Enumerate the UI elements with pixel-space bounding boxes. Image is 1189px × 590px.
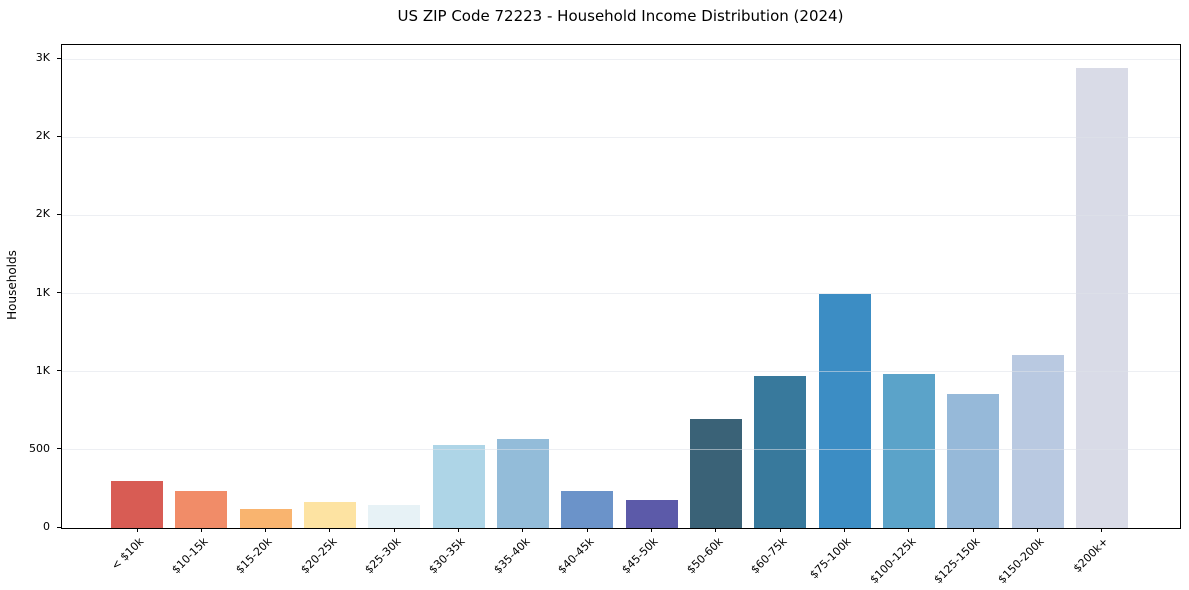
y-tick-label: 1K bbox=[35, 363, 50, 377]
y-tick-mark bbox=[57, 448, 61, 450]
y-tick-mark bbox=[57, 213, 61, 215]
x-tick-label: $30-35k bbox=[426, 535, 468, 577]
x-tick-label: $50-60k bbox=[683, 535, 726, 577]
bar bbox=[1075, 68, 1128, 528]
bar bbox=[368, 505, 421, 528]
gridline bbox=[62, 58, 1180, 60]
y-tick-label: 1K bbox=[35, 285, 50, 299]
y-tick-mark bbox=[57, 526, 61, 528]
x-tick-label: $60-75k bbox=[748, 535, 790, 577]
x-tick-mark bbox=[522, 528, 524, 532]
x-tick-label: $200k+ bbox=[1071, 535, 1112, 576]
y-tick-label: 0 bbox=[43, 520, 50, 533]
y-tick-mark bbox=[57, 135, 61, 137]
bar bbox=[625, 499, 678, 528]
x-tick-mark bbox=[844, 528, 846, 532]
bar bbox=[432, 445, 485, 528]
gridline bbox=[62, 214, 1180, 216]
x-tick-label: $35-40k bbox=[490, 535, 533, 577]
bar bbox=[689, 419, 742, 528]
bar bbox=[754, 375, 807, 528]
x-tick-label: $25-30k bbox=[362, 535, 404, 577]
bar bbox=[947, 394, 1000, 528]
gridline bbox=[62, 449, 1180, 451]
x-tick-mark bbox=[1101, 528, 1103, 532]
y-axis: 0 500 1K 1K 2K 2K 3K bbox=[0, 44, 61, 533]
x-tick-label: $10-15k bbox=[169, 535, 211, 577]
bar bbox=[239, 509, 292, 528]
x-tick-label: $125-150k bbox=[931, 535, 983, 587]
x-tick-mark bbox=[651, 528, 653, 532]
bar bbox=[818, 294, 871, 528]
x-axis: < $10k $10-15k $15-20k $20-25k $25-30k $30-35… bbox=[62, 528, 1180, 590]
x-tick-label: $150-200k bbox=[995, 535, 1047, 587]
x-tick-mark bbox=[779, 528, 781, 532]
x-tick-label: $100-125k bbox=[867, 535, 919, 587]
bar bbox=[111, 481, 163, 528]
y-tick-label: 3K bbox=[35, 51, 50, 65]
y-tick-label: 500 bbox=[29, 441, 50, 455]
bar bbox=[496, 438, 549, 528]
x-tick-mark bbox=[393, 528, 395, 532]
chart-title: US ZIP Code 72223 - Household Income Dis… bbox=[397, 7, 844, 25]
x-tick-mark bbox=[1037, 528, 1039, 532]
x-tick-mark bbox=[329, 528, 331, 532]
x-tick-label: < $10k bbox=[108, 535, 147, 573]
y-tick-mark bbox=[57, 292, 61, 294]
y-tick-label: 2K bbox=[35, 207, 50, 221]
x-tick-mark bbox=[715, 528, 717, 532]
x-tick-label: $15-20k bbox=[233, 535, 275, 577]
plot-area bbox=[61, 44, 1181, 529]
x-tick-mark bbox=[458, 528, 460, 532]
x-tick-label: $40-45k bbox=[555, 535, 597, 577]
y-tick-mark bbox=[57, 57, 61, 59]
y-tick-label: 2K bbox=[35, 129, 50, 143]
bar bbox=[303, 502, 356, 528]
gridline bbox=[62, 293, 1180, 295]
x-tick-mark bbox=[972, 528, 974, 532]
x-tick-mark bbox=[136, 528, 138, 532]
x-tick-mark bbox=[200, 528, 202, 532]
gridline bbox=[62, 136, 1180, 138]
x-tick-label: $45-50k bbox=[619, 535, 661, 577]
bar bbox=[1011, 354, 1064, 528]
x-tick-mark bbox=[908, 528, 910, 532]
x-tick-label: $20-25k bbox=[297, 535, 340, 577]
gridline bbox=[62, 371, 1180, 373]
bar bbox=[561, 491, 614, 528]
x-tick-label: $75-100k bbox=[807, 535, 854, 582]
x-tick-mark bbox=[265, 528, 267, 532]
bar bbox=[175, 490, 228, 528]
y-tick-mark bbox=[57, 370, 61, 372]
bar bbox=[882, 374, 935, 528]
x-tick-mark bbox=[586, 528, 588, 532]
